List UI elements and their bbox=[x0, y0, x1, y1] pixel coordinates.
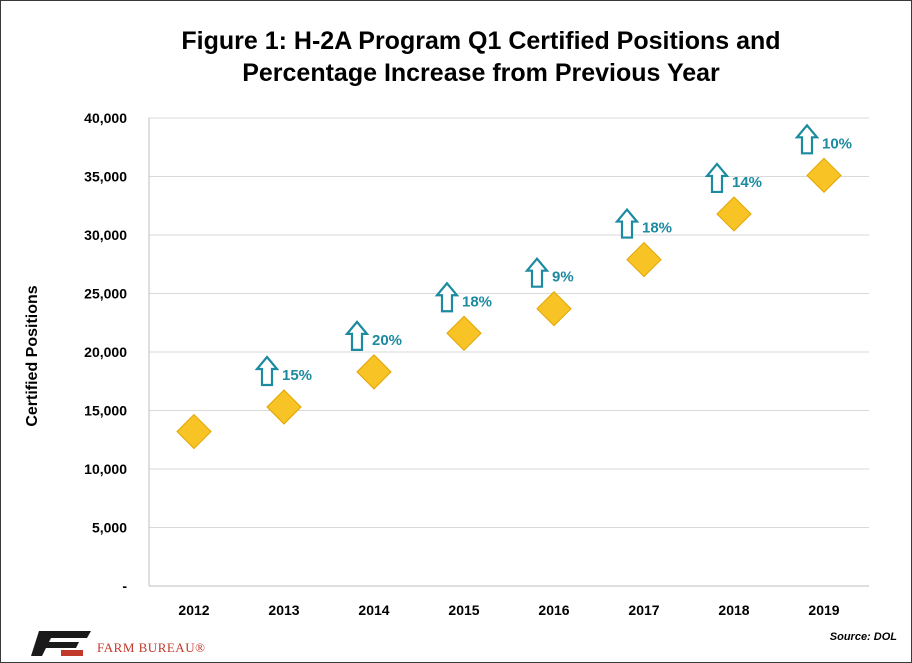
source-note: Source: DOL bbox=[829, 631, 897, 643]
data-point-marker bbox=[806, 157, 842, 194]
up-arrow-icon bbox=[344, 320, 370, 351]
y-tick-label: 20,000 bbox=[84, 344, 127, 360]
x-tick-label: 2013 bbox=[268, 602, 299, 618]
percent-change-label: 10% bbox=[822, 135, 852, 152]
x-tick-label: 2017 bbox=[628, 602, 659, 618]
y-tick-label: 15,000 bbox=[84, 403, 127, 419]
percent-change-label: 18% bbox=[462, 293, 492, 310]
data-point-marker bbox=[356, 354, 392, 390]
up-arrow-icon bbox=[614, 207, 640, 239]
y-tick-label: 35,000 bbox=[84, 169, 127, 185]
data-point-marker bbox=[626, 241, 662, 278]
y-tick-label: 40,000 bbox=[84, 110, 127, 126]
y-tick-label: - bbox=[122, 578, 127, 594]
up-arrow-icon bbox=[434, 281, 460, 313]
data-point-marker bbox=[176, 413, 212, 450]
percent-change-label: 20% bbox=[372, 332, 402, 349]
y-tick-label: 25,000 bbox=[84, 286, 127, 302]
y-tick-label: 30,000 bbox=[84, 227, 127, 243]
up-arrow-icon bbox=[794, 123, 820, 155]
percent-change-label: 15% bbox=[282, 367, 312, 384]
percent-change-label: 18% bbox=[642, 220, 672, 237]
farm-bureau-logo: FARM BUREAU® bbox=[31, 629, 205, 657]
x-tick-label: 2015 bbox=[448, 602, 479, 618]
farm-bureau-emblem-icon bbox=[31, 631, 91, 656]
chart-title-line-1: Figure 1: H-2A Program Q1 Certified Posi… bbox=[181, 27, 781, 55]
data-point-marker bbox=[446, 315, 482, 351]
chart-title: Figure 1: H-2A Program Q1 Certified Posi… bbox=[121, 25, 841, 89]
up-arrow-icon bbox=[704, 162, 730, 194]
up-arrow-icon bbox=[254, 355, 280, 387]
logo-text: FARM BUREAU® bbox=[97, 640, 206, 655]
x-tick-label: 2018 bbox=[718, 602, 749, 618]
data-point-marker bbox=[266, 389, 302, 425]
percent-change-label: 9% bbox=[552, 269, 574, 286]
y-tick-label: 10,000 bbox=[84, 461, 127, 477]
data-point-marker bbox=[536, 291, 572, 327]
x-tick-label: 2019 bbox=[808, 602, 839, 618]
x-tick-label: 2016 bbox=[538, 602, 569, 618]
x-tick-label: 2012 bbox=[178, 602, 209, 618]
y-tick-label: 5,000 bbox=[92, 520, 127, 536]
x-tick-label: 2014 bbox=[358, 602, 389, 618]
percent-change-label: 14% bbox=[732, 174, 762, 191]
chart-title-line-2: Percentage Increase from Previous Year bbox=[242, 59, 720, 87]
up-arrow-icon bbox=[524, 256, 550, 288]
data-point-marker bbox=[716, 196, 752, 232]
